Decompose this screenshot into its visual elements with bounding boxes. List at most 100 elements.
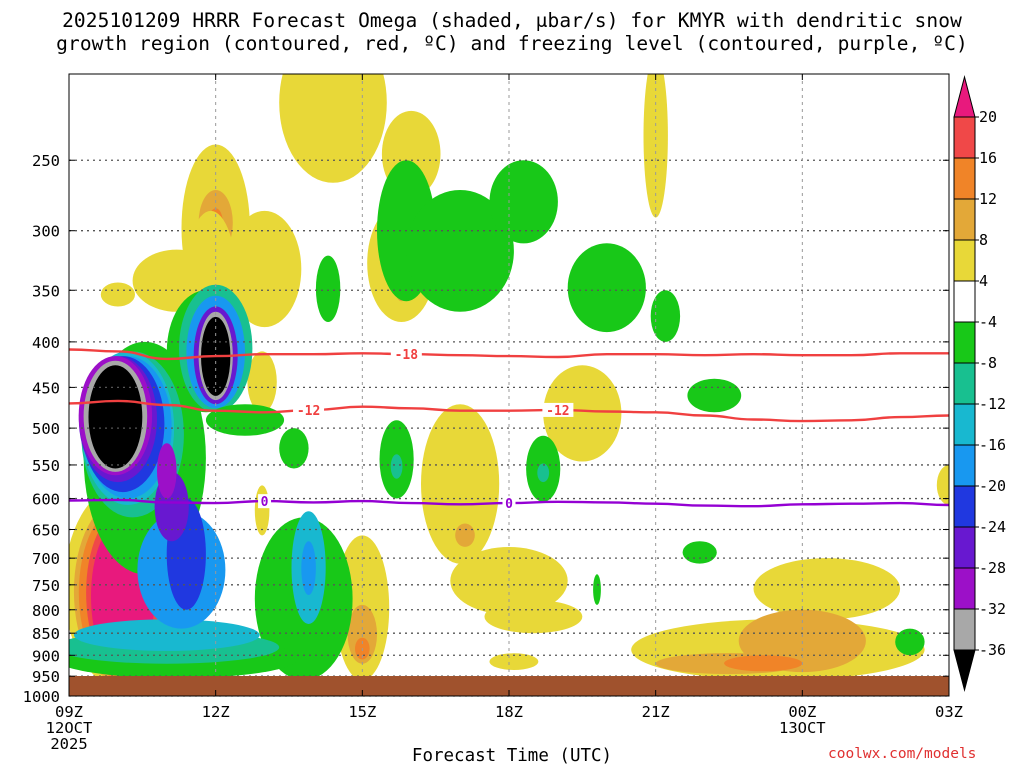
chart-title: 2025101209 HRRR Forecast Omega (shaded, … xyxy=(56,9,968,55)
y-tick-label: 950 xyxy=(32,668,60,686)
omega-blob xyxy=(936,465,949,505)
contour-label-bg xyxy=(542,402,574,417)
omega-blob xyxy=(687,378,742,413)
omega-blob xyxy=(254,485,270,536)
omega-blob xyxy=(315,255,341,322)
omega-blob xyxy=(421,404,500,564)
y-tick-label: 450 xyxy=(32,379,60,397)
y-axis-ticks: 250 300 350 400 450 500 550 600 650 700 750 800 850 9… xyxy=(23,152,949,706)
y-tick-label: 750 xyxy=(32,577,60,595)
x-tick-label: 12Z xyxy=(202,703,230,721)
omega-blob xyxy=(455,523,475,547)
omega-blob xyxy=(157,443,177,499)
y-tick-label: 250 xyxy=(32,152,60,170)
colorbar-tick-label: -32 xyxy=(979,600,1006,618)
contour-label-bg xyxy=(502,496,516,511)
omega-blob xyxy=(537,463,550,483)
omega-blob xyxy=(205,404,285,436)
colorbar-bin xyxy=(953,239,976,282)
colorbar-bin xyxy=(953,362,976,405)
colorbar-bin xyxy=(953,280,976,323)
y-tick-label: 400 xyxy=(32,334,60,352)
contour-label-bg xyxy=(390,347,422,362)
y-tick-label: 900 xyxy=(32,647,60,665)
omega-blob xyxy=(100,282,135,307)
x-tick-label: 09Z xyxy=(55,703,83,721)
y-tick-label: 650 xyxy=(32,522,60,540)
omega-blob xyxy=(650,290,681,342)
colorbar-bin xyxy=(953,608,976,651)
omega-blob xyxy=(279,74,387,183)
x-tick-label: 12OCT xyxy=(46,719,93,737)
omega-blob xyxy=(279,428,309,469)
colorbar-bin xyxy=(953,526,976,569)
y-tick-label: 350 xyxy=(32,282,60,300)
omega-blob xyxy=(682,541,717,564)
omega-blob xyxy=(88,365,143,469)
y-tick-label: 600 xyxy=(32,491,60,509)
omega-blob xyxy=(567,243,646,333)
temperature-contours: -18 -12 -12 0 0 xyxy=(69,347,949,512)
colorbar-bin xyxy=(953,198,976,241)
colorbar-arrow-top xyxy=(953,75,976,118)
contour-label: -12 xyxy=(546,404,569,419)
contour-label-bg xyxy=(258,494,272,509)
colorbar-tick-label: 12 xyxy=(979,190,997,208)
contour-label: -12 xyxy=(297,404,320,419)
y-tick-label: 550 xyxy=(32,457,60,475)
y-tick-label: 500 xyxy=(32,420,60,438)
omega-shading xyxy=(69,74,949,696)
x-tick-label: 03Z xyxy=(935,703,963,721)
colorbar: 20 16 12 8 4 -4 -8 -12 -16 -20 -24 -28 -32 -36 xyxy=(953,75,1006,692)
colorbar-tick-label: -12 xyxy=(979,395,1006,413)
colorbar-tick-label: 20 xyxy=(979,108,997,126)
omega-blob xyxy=(724,655,803,672)
x-axis-label: Forecast Time (UTC) xyxy=(411,746,613,766)
x-tick-label: 2025 xyxy=(50,735,87,753)
colorbar-bin xyxy=(953,444,976,487)
colorbar-bin xyxy=(953,485,976,528)
colorbar-tick-label: -8 xyxy=(979,354,997,372)
colorbar-bin xyxy=(953,116,976,159)
colorbar-bin xyxy=(953,321,976,364)
omega-blob xyxy=(489,160,558,244)
omega-blob xyxy=(73,619,260,651)
colorbar-tick-label: -24 xyxy=(979,518,1006,536)
colorbar-bin xyxy=(953,157,976,200)
colorbar-tick-label: 8 xyxy=(979,231,988,249)
colorbar-bin xyxy=(953,567,976,610)
y-tick-label: 800 xyxy=(32,602,60,620)
ground-layer xyxy=(69,676,949,696)
omega-blob xyxy=(895,628,925,656)
x-tick-label: 13OCT xyxy=(779,719,826,737)
omega-blob xyxy=(484,600,583,634)
omega-blob xyxy=(247,351,277,413)
contour-line xyxy=(69,399,949,423)
contour-label-bg xyxy=(293,403,325,418)
colorbar-tick-label: 4 xyxy=(979,272,988,290)
omega-blob xyxy=(489,653,539,670)
y-tick-label: 700 xyxy=(32,550,60,568)
x-tick-label: 00Z xyxy=(788,703,816,721)
colorbar-tick-label: 16 xyxy=(979,149,997,167)
x-tick-label: 21Z xyxy=(642,703,670,721)
colorbar-tick-label: -36 xyxy=(979,641,1006,659)
colorbar-tick-label: -4 xyxy=(979,313,997,331)
y-tick-label: 850 xyxy=(32,625,60,643)
colorbar-tick-label: -20 xyxy=(979,477,1006,495)
contour-label: 0 xyxy=(505,497,513,512)
omega-blob xyxy=(753,558,901,620)
x-tick-label: 18Z xyxy=(495,703,523,721)
x-tick-label: 15Z xyxy=(348,703,376,721)
colorbar-tick-label: -28 xyxy=(979,559,1006,577)
y-tick-label: 300 xyxy=(32,223,60,241)
omega-blob xyxy=(406,190,514,312)
colorbar-arrow-bottom xyxy=(953,649,976,692)
omega-blob xyxy=(543,365,622,462)
site-credit: coolwx.com/models xyxy=(828,746,977,762)
colorbar-bin xyxy=(953,403,976,446)
contour-line xyxy=(69,348,949,361)
omega-blob xyxy=(301,541,316,595)
